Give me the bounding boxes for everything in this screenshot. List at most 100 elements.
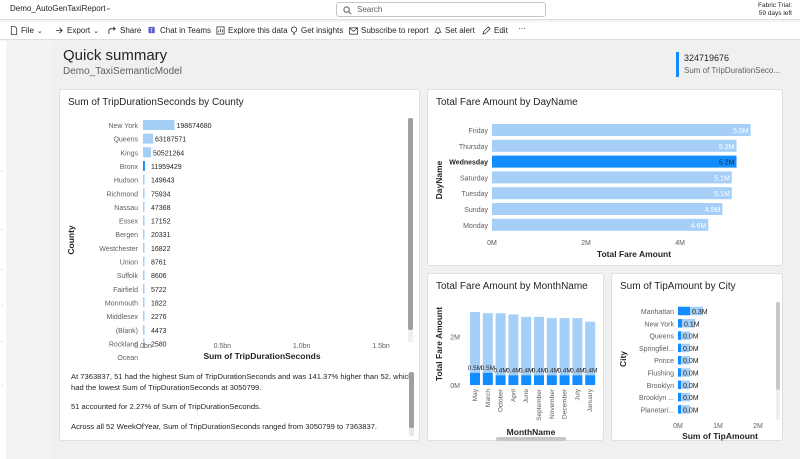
narrative-scroll-thumb[interactable]	[409, 372, 414, 428]
data-bar[interactable]	[492, 124, 751, 136]
data-bar[interactable]	[143, 188, 145, 199]
data-bar[interactable]	[534, 316, 544, 376]
highlight-bar[interactable]	[470, 372, 480, 385]
highlight-bar[interactable]	[534, 375, 544, 385]
scrollbar-thumb[interactable]	[776, 302, 780, 390]
data-bar[interactable]	[492, 203, 723, 215]
report-name[interactable]: Demo_AutoGenTaxiReport	[10, 4, 106, 13]
data-bar[interactable]	[572, 318, 583, 376]
chat-in-teams-button[interactable]: T Chat in Teams	[148, 26, 211, 35]
kpi-value: 324719676	[684, 53, 730, 63]
highlight-bar[interactable]	[508, 375, 519, 385]
data-label: 0.4M	[557, 367, 571, 374]
data-bar[interactable]	[143, 147, 152, 158]
data-bar[interactable]	[143, 338, 145, 349]
data-bar[interactable]	[143, 270, 145, 281]
file-menu[interactable]: File ⌄	[10, 26, 43, 35]
data-bar[interactable]	[482, 313, 493, 373]
data-label: 17152	[151, 219, 171, 226]
city-bar-chart[interactable]: City Manhattan 0.3M New York 0.1M Queens 0.0M S…	[612, 274, 784, 442]
data-bar[interactable]	[143, 201, 145, 212]
category-label: November	[549, 388, 556, 419]
edit-button[interactable]: Edit	[482, 26, 508, 35]
highlight-bar[interactable]	[546, 375, 557, 385]
data-bar[interactable]	[678, 380, 681, 390]
trial-status[interactable]: Fabric Trial: 59 days left	[758, 2, 792, 18]
data-bar[interactable]	[521, 316, 532, 376]
data-bar[interactable]	[143, 229, 145, 240]
data-bar[interactable]	[143, 324, 145, 335]
data-bar[interactable]	[143, 283, 145, 294]
highlight-bar[interactable]	[495, 375, 506, 385]
category-label: Ocean	[117, 355, 138, 360]
data-bar[interactable]	[678, 368, 681, 377]
highlight-bar[interactable]	[585, 375, 596, 385]
subscribe-button[interactable]: Subscribe to report	[349, 26, 429, 35]
export-menu[interactable]: Export ⌄	[55, 26, 99, 35]
data-bar-remainder[interactable]	[682, 319, 695, 328]
data-bar[interactable]	[492, 187, 732, 200]
data-bar[interactable]	[495, 313, 506, 376]
share-button[interactable]: Share	[108, 26, 141, 35]
data-bar[interactable]	[143, 133, 154, 144]
highlight-bar[interactable]	[482, 372, 493, 385]
county-chart-card[interactable]: Sum of TripDurationSeconds by County Cou…	[59, 89, 420, 441]
more-options-button[interactable]: ···	[518, 24, 526, 33]
highlight-bar[interactable]	[559, 375, 570, 385]
explore-data-button[interactable]: Explore this data	[216, 26, 288, 35]
data-bar[interactable]	[678, 343, 681, 353]
data-bar[interactable]	[585, 321, 596, 376]
data-bar-remainder[interactable]	[690, 306, 703, 316]
share-icon	[108, 26, 116, 35]
data-bar[interactable]	[143, 256, 145, 267]
highlight-bar[interactable]	[521, 375, 532, 385]
data-bar-remainder[interactable]	[681, 343, 690, 353]
data-bar[interactable]	[678, 392, 681, 402]
data-bar[interactable]	[143, 120, 175, 130]
dayname-bar-chart[interactable]: DayName Friday 5.5M Thursday 5.2M Wednesday 5.…	[428, 90, 784, 267]
data-bar[interactable]	[492, 218, 709, 231]
data-bar-remainder[interactable]	[681, 355, 690, 365]
x-tick-label: 1M	[713, 423, 723, 430]
data-bar[interactable]	[678, 319, 682, 328]
data-bar-remainder[interactable]	[681, 392, 690, 402]
data-bar[interactable]	[143, 297, 145, 308]
data-bar[interactable]	[678, 405, 681, 414]
data-bar[interactable]	[143, 242, 145, 253]
data-bar[interactable]	[143, 215, 145, 226]
data-bar[interactable]	[143, 160, 145, 171]
narrative-paragraph: At 7363837, 51 had the highest Sum of Tr…	[71, 372, 413, 392]
monthname-chart-card[interactable]: Total Fare Amount by MonthName Total Far…	[427, 273, 604, 441]
data-bar[interactable]	[492, 171, 732, 184]
get-insights-button[interactable]: Get insights	[290, 26, 343, 35]
data-bar[interactable]	[678, 331, 681, 340]
data-bar[interactable]	[492, 139, 737, 152]
data-bar[interactable]	[546, 318, 557, 376]
data-bar[interactable]	[143, 311, 145, 322]
highlight-bar[interactable]	[572, 375, 583, 385]
data-bar[interactable]	[143, 174, 145, 185]
data-bar[interactable]	[559, 318, 570, 376]
monthname-column-chart[interactable]: Total Fare Amount 0M 2M 0.5M May 0.5M March 0.4…	[428, 274, 605, 442]
data-bar[interactable]	[678, 355, 681, 365]
search-box[interactable]: Search	[336, 2, 546, 17]
county-bar-chart[interactable]: County New York 198674680 Queens 63187571 Kin…	[60, 90, 421, 360]
data-bar-remainder[interactable]	[681, 405, 690, 414]
category-label: Union	[120, 260, 138, 267]
chevron-down-icon[interactable]: ⌄	[105, 3, 112, 12]
left-pane-strip[interactable]: ◦ ◦ ◦ ◦ ◦ ◦	[0, 41, 6, 459]
city-chart-card[interactable]: Sum of TipAmount by City City Manhattan 0.…	[611, 273, 783, 441]
data-bar[interactable]	[470, 312, 480, 373]
data-bar[interactable]	[492, 155, 737, 168]
data-bar[interactable]	[678, 306, 690, 316]
data-bar-remainder[interactable]	[681, 331, 690, 340]
set-alert-button[interactable]: Set alert	[434, 26, 475, 35]
horizontal-scrollbar-thumb[interactable]	[496, 437, 566, 441]
dayname-chart-card[interactable]: Total Fare Amount by DayName DayName Frid…	[427, 89, 783, 266]
scrollbar-thumb[interactable]	[408, 118, 413, 330]
data-bar-remainder[interactable]	[681, 380, 690, 390]
data-bar[interactable]	[508, 314, 519, 376]
report-toolbar: File ⌄ Export ⌄ Share T Chat in Teams Explo…	[0, 22, 800, 40]
data-bar-remainder[interactable]	[681, 368, 690, 377]
data-label: 0.0M	[683, 407, 699, 414]
